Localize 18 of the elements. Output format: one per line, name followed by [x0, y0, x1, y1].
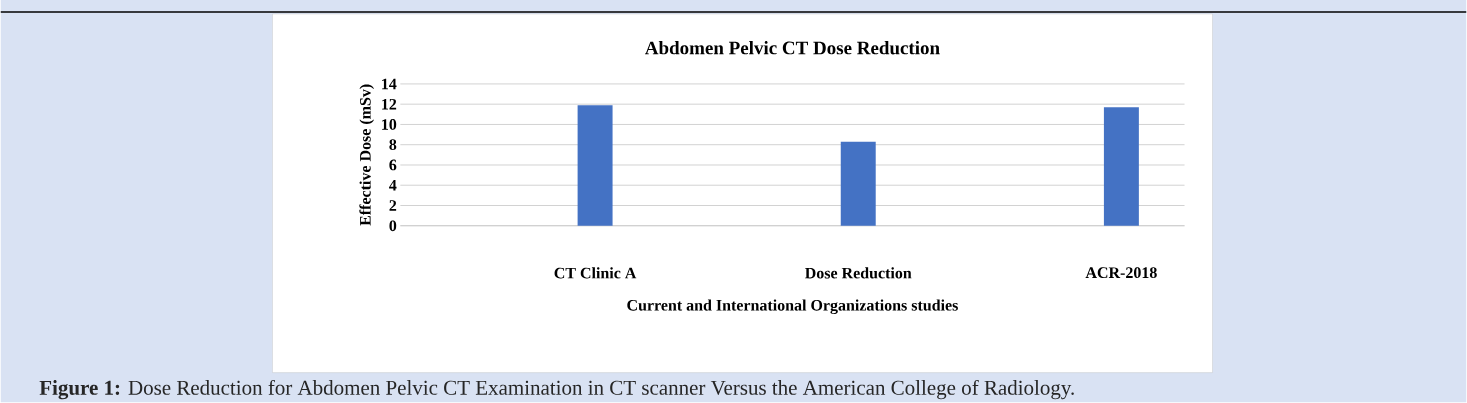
- x-tick-label: ACR-2018: [1085, 267, 1157, 279]
- text: Figure 1: Dose Reduction for Abdomen Pelvic CT Examination in CT scanner Versus the American College of Radiology.: [39, 380, 1074, 400]
- y-tick-label: 4: [389, 180, 397, 191]
- bar: [577, 105, 613, 226]
- bar: [1103, 107, 1139, 226]
- y-tick-label: 10: [382, 119, 397, 131]
- y-tick-label: 14: [382, 78, 397, 90]
- y-tick-label: 8: [389, 139, 397, 151]
- bar: [840, 141, 876, 226]
- chart-title: Abdomen Pelvic CT Dose Reduction: [645, 41, 940, 55]
- y-tick-label: 0: [389, 220, 397, 232]
- y-tick-label: 6: [389, 159, 397, 171]
- x-tick-label: Dose Reduction: [805, 267, 912, 279]
- y-tick-label: 2: [389, 200, 397, 211]
- y-tick-label: 12: [382, 99, 397, 110]
- x-axis-title: Current and International Organizations studies: [627, 299, 958, 315]
- y-axis-title: Effective Dose (mSv): [359, 84, 374, 226]
- x-tick-label: CT Clinic A: [554, 267, 637, 279]
